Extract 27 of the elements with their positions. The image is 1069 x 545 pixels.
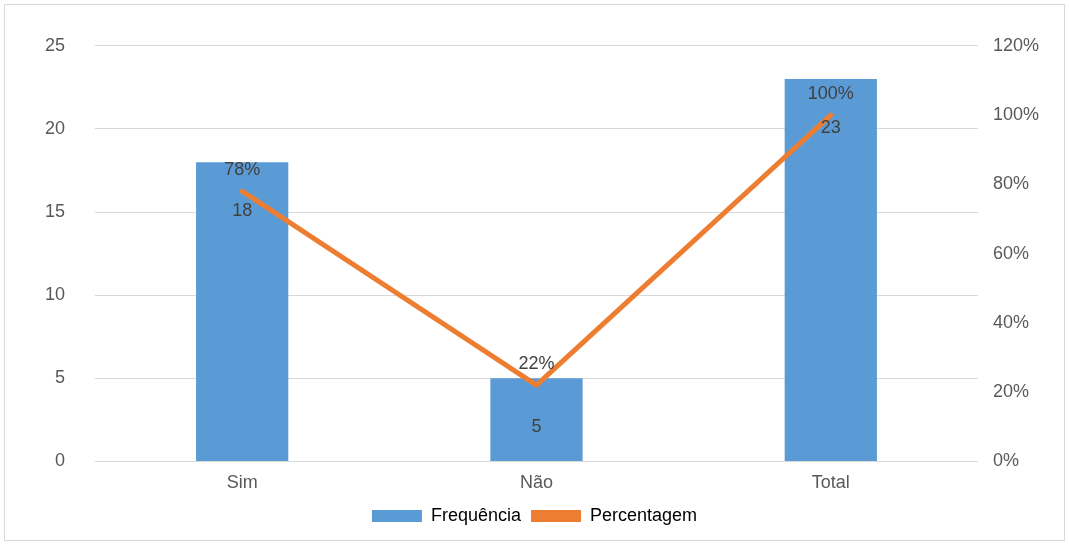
y2-tick-label: 60% — [992, 242, 1029, 263]
legend-label: Frequência — [430, 504, 522, 525]
y-tick-label: 15 — [44, 201, 66, 222]
data-label: 78% — [224, 159, 261, 180]
y-tick-label: 10 — [44, 284, 66, 305]
bar — [784, 79, 877, 461]
y2-tick-label: 120% — [992, 34, 1040, 55]
y-tick-label: 20 — [44, 117, 66, 138]
y2-tick-label: 40% — [992, 311, 1029, 332]
x-tick-label: Total — [811, 472, 850, 493]
data-label: 100% — [807, 83, 854, 104]
x-tick-label: Não — [519, 472, 554, 493]
bar — [490, 378, 583, 461]
bar — [196, 162, 289, 461]
y2-tick-label: 100% — [992, 104, 1040, 125]
x-tick-label: Sim — [226, 472, 258, 493]
y2-tick-label: 20% — [992, 381, 1029, 402]
y-tick-label: 0 — [55, 450, 66, 471]
data-label: 22% — [518, 353, 555, 374]
data-label: 23 — [820, 117, 841, 138]
y2-tick-label: 80% — [992, 173, 1029, 194]
legend-label: Percentagem — [590, 504, 698, 525]
y-tick-label: 5 — [55, 367, 66, 388]
y2-tick-label: 0% — [992, 450, 1019, 471]
data-label: 18 — [232, 200, 253, 221]
y-tick-label: 25 — [44, 34, 66, 55]
data-label: 5 — [531, 416, 542, 437]
